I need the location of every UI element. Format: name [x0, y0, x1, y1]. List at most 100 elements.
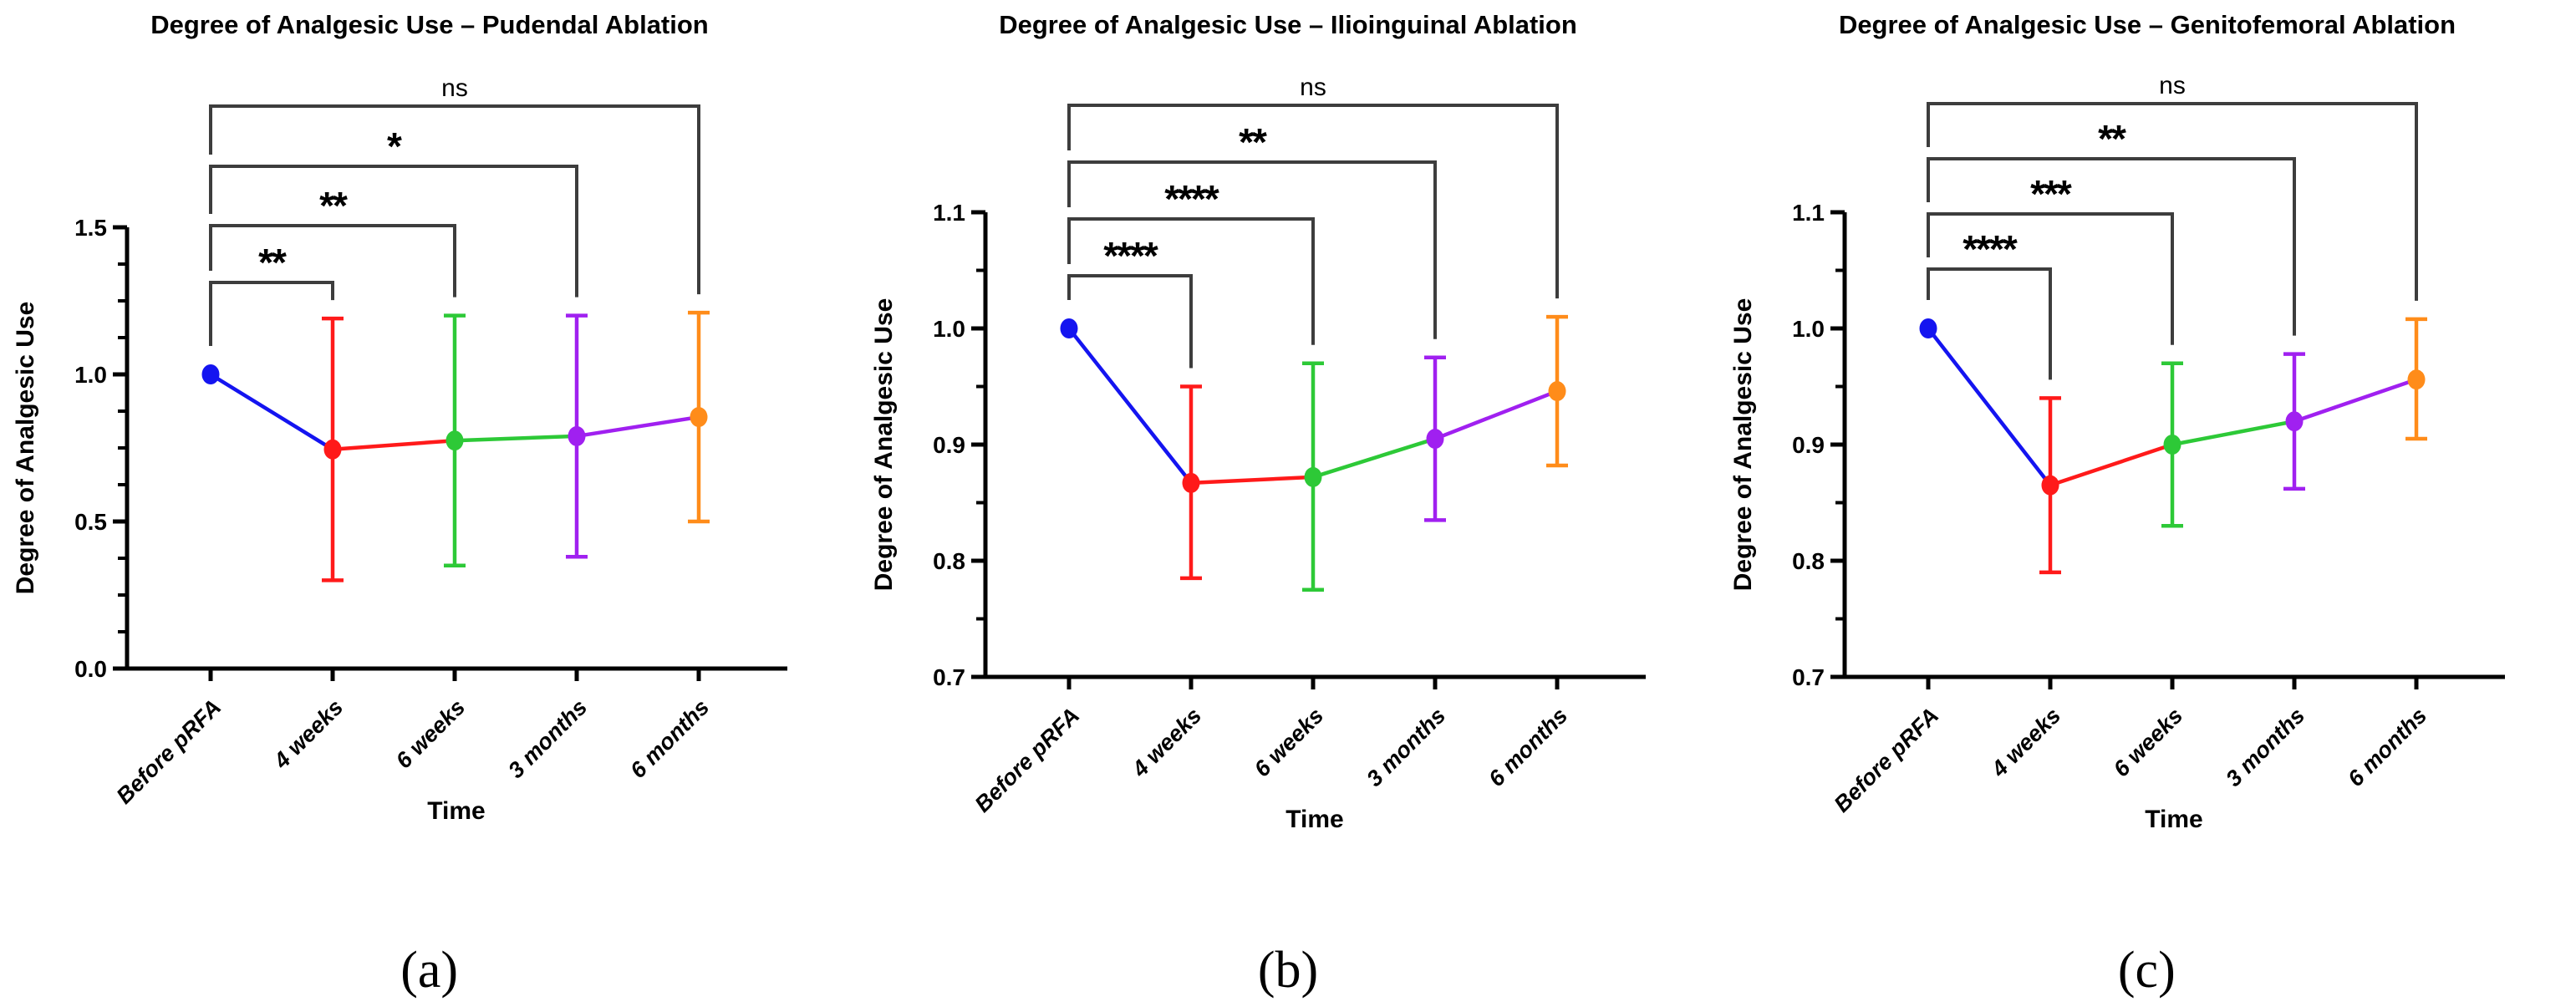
- chart-a: ** ** * ns 0.0 0.5 1.0 1.5 Degree of Analgesic U…: [0, 0, 858, 1007]
- x-tick-label: 6 months: [625, 694, 714, 783]
- y-tick-label: 0.8: [1792, 548, 1825, 574]
- y-tick-label: 0.9: [933, 432, 965, 458]
- x-tick-label: 6 months: [2343, 703, 2431, 791]
- y-tick-label: 0.0: [74, 656, 107, 682]
- caption-a: (a): [400, 942, 459, 999]
- marker-Before-pRFA: [1919, 318, 1937, 339]
- sig-brackets: **********ns: [1067, 74, 1560, 369]
- y-tick-label: 0.8: [933, 548, 965, 574]
- sig-bracket-4-weeks: [1067, 274, 1194, 369]
- series-line: [1067, 327, 1559, 486]
- marker-Before-pRFA: [201, 364, 220, 385]
- chart-c: **** *** ** ns 0.7 0.8 0.9 1.0 1.1 Degree of Anal…: [1718, 0, 2576, 1007]
- x-tick-label: 6 months: [1484, 703, 1573, 791]
- sig-bracket-3-months: [208, 165, 578, 298]
- x-tick-label: 6 weeks: [2108, 703, 2187, 781]
- series-line: [1926, 327, 2417, 487]
- y-tick-label: 0.7: [1792, 664, 1825, 690]
- marker-3-months: [2285, 411, 2304, 432]
- error-bars: [2039, 317, 2427, 575]
- panel-a: ** ** * ns 0.0 0.5 1.0 1.5 Degree of Analgesic U…: [0, 0, 858, 1007]
- panel-c: **** *** ** ns 0.7 0.8 0.9 1.0 1.1 Degree of Anal…: [1718, 0, 2576, 1007]
- x-tick-label: 6 weeks: [1250, 703, 1328, 781]
- chart-title: Degree of Analgesic Use – Genitofemoral …: [1839, 10, 2456, 39]
- x-tick-label: 4 weeks: [1986, 703, 2065, 782]
- y-tick-label: 1.1: [1792, 200, 1825, 226]
- x-tick-label: 3 months: [2221, 703, 2309, 791]
- sig-bracket-3-months: [1926, 157, 2296, 336]
- sig-bracket-4-weeks: [1926, 267, 2052, 380]
- chart-b: **** **** ** ns 0.7 0.8 0.9 1.0 1.1 Degree of Ana…: [858, 0, 1717, 1007]
- caption-b: (b): [1257, 942, 1319, 999]
- sig-brackets: *****ns: [208, 74, 700, 347]
- sig-label-4-weeks: ****: [1104, 234, 1159, 277]
- marker-6-weeks: [1304, 466, 1322, 487]
- markers: [1060, 318, 1566, 493]
- y-tick-label: 1.0: [1792, 316, 1825, 342]
- markers: [201, 364, 708, 460]
- x-axis: Before pRFA 4 weeks 6 weeks 3 months 6 month…: [1829, 674, 2505, 817]
- marker-3-months: [1426, 429, 1444, 450]
- y-tick-label: 1.1: [933, 200, 965, 226]
- sig-brackets: *********ns: [1926, 72, 2418, 380]
- x-tick-label: Before pRFA: [1829, 703, 1943, 817]
- x-axis-title: Time: [1286, 806, 1344, 833]
- sig-label-6-months: ns: [2159, 72, 2186, 99]
- series-line: [209, 373, 700, 452]
- sig-label-4-weeks: ****: [1963, 227, 2018, 271]
- marker-6-months: [2407, 369, 2426, 390]
- y-axis-title: Degree of Analgesic Use: [1729, 298, 1757, 592]
- error-bars: [1180, 314, 1569, 592]
- sig-bracket-3-months: [1067, 160, 1438, 339]
- sig-label-6-weeks: ****: [1165, 177, 1220, 221]
- marker-4-weeks: [2041, 475, 2059, 496]
- marker-6-months: [1548, 381, 1566, 402]
- marker-Before-pRFA: [1060, 318, 1078, 339]
- marker-3-months: [568, 425, 586, 446]
- y-tick-label: 1.0: [933, 316, 965, 342]
- x-axis: Before pRFA 4 weeks 6 weeks 3 months 6 month…: [111, 666, 787, 809]
- x-tick-label: 6 weeks: [391, 694, 470, 773]
- y-axis: 0.7 0.8 0.9 1.0 1.1: [1792, 200, 1847, 690]
- sig-bracket-4-weeks: [208, 281, 334, 347]
- sig-bracket-6-months: [208, 104, 700, 295]
- marker-6-weeks: [2163, 435, 2181, 455]
- caption-c: (c): [2117, 942, 2176, 999]
- x-tick-label: 3 months: [503, 694, 592, 783]
- y-tick-label: 0.5: [74, 509, 107, 535]
- x-tick-label: 3 months: [1362, 703, 1451, 791]
- sig-bracket-6-weeks: [1926, 212, 2174, 345]
- marker-6-months: [690, 407, 708, 428]
- sig-label-4-weeks: **: [258, 241, 287, 284]
- sig-bracket-6-months: [1067, 104, 1560, 299]
- y-tick-label: 1.0: [74, 362, 107, 388]
- sig-bracket-6-weeks: [1067, 217, 1316, 345]
- sig-label-3-months: *: [387, 125, 402, 168]
- x-axis-title: Time: [2145, 806, 2202, 833]
- x-tick-label: Before pRFA: [970, 703, 1085, 817]
- y-tick-label: 0.7: [933, 664, 965, 690]
- sig-label-6-months: ns: [1300, 74, 1326, 101]
- y-axis: 0.0 0.5 1.0 1.5: [74, 215, 130, 682]
- sig-label-6-weeks: **: [319, 184, 348, 227]
- x-tick-label: 4 weeks: [268, 694, 348, 774]
- y-tick-label: 0.9: [1792, 432, 1825, 458]
- marker-4-weeks: [1182, 472, 1200, 493]
- x-tick-label: Before pRFA: [111, 694, 226, 809]
- marker-6-weeks: [445, 430, 464, 451]
- chart-title: Degree of Analgesic Use – Ilioinguinal A…: [1000, 10, 1578, 39]
- y-tick-label: 1.5: [74, 215, 107, 241]
- sig-bracket-6-months: [1926, 102, 2418, 301]
- sig-label-6-weeks: ***: [2030, 172, 2072, 216]
- sig-label-6-months: ns: [441, 74, 468, 102]
- x-axis-title: Time: [427, 797, 485, 825]
- sig-label-3-months: **: [2098, 117, 2126, 160]
- markers: [1919, 318, 2426, 496]
- sig-label-3-months: **: [1239, 120, 1267, 164]
- chart-title: Degree of Analgesic Use – Pudendal Ablat…: [150, 10, 708, 39]
- panel-b: **** **** ** ns 0.7 0.8 0.9 1.0 1.1 Degree of Ana…: [858, 0, 1717, 1007]
